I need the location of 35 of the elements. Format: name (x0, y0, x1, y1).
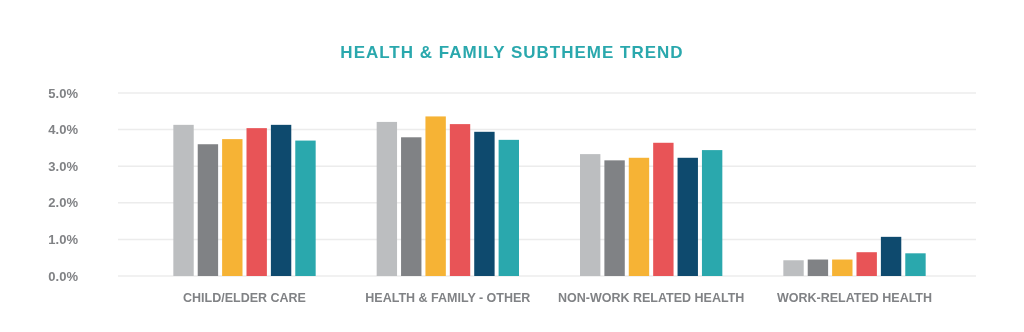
y-tick-label: 2.0% (48, 195, 79, 211)
bar (580, 154, 601, 276)
y-tick-label: 4.0% (48, 122, 79, 138)
bar (832, 259, 853, 276)
bar (856, 252, 877, 276)
bar (628, 157, 650, 276)
bar (401, 137, 422, 276)
x-tick-label: WORK-RELATED HEALTH (776, 291, 933, 305)
bar (701, 150, 723, 276)
y-tick-label: 3.0% (48, 158, 79, 174)
bar (246, 128, 267, 276)
bar (197, 144, 219, 276)
bar (173, 124, 194, 276)
y-tick-label: 1.0% (48, 231, 79, 247)
x-tick-label: NON-WORK RELATED HEALTH (558, 291, 745, 305)
bar (498, 139, 519, 276)
y-tick-label: 0.0% (48, 268, 79, 284)
bar (783, 260, 804, 276)
x-tick-label: CHILD/ELDER CARE (183, 291, 306, 305)
bar (474, 131, 495, 276)
bar (376, 121, 398, 276)
chart-title: HEALTH & FAMILY SUBTHEME TREND (340, 43, 684, 62)
bar (807, 259, 829, 276)
bar (425, 116, 446, 276)
bar (449, 124, 471, 276)
y-tick-label: 5.0% (48, 85, 79, 101)
bar (653, 142, 674, 276)
bar (677, 157, 698, 276)
bar (222, 139, 243, 276)
bar (604, 160, 625, 276)
bar (295, 140, 316, 276)
bar (880, 236, 902, 276)
bar (270, 124, 292, 276)
x-tick-label: HEALTH & FAMILY - OTHER (365, 291, 531, 305)
bar (905, 253, 926, 276)
